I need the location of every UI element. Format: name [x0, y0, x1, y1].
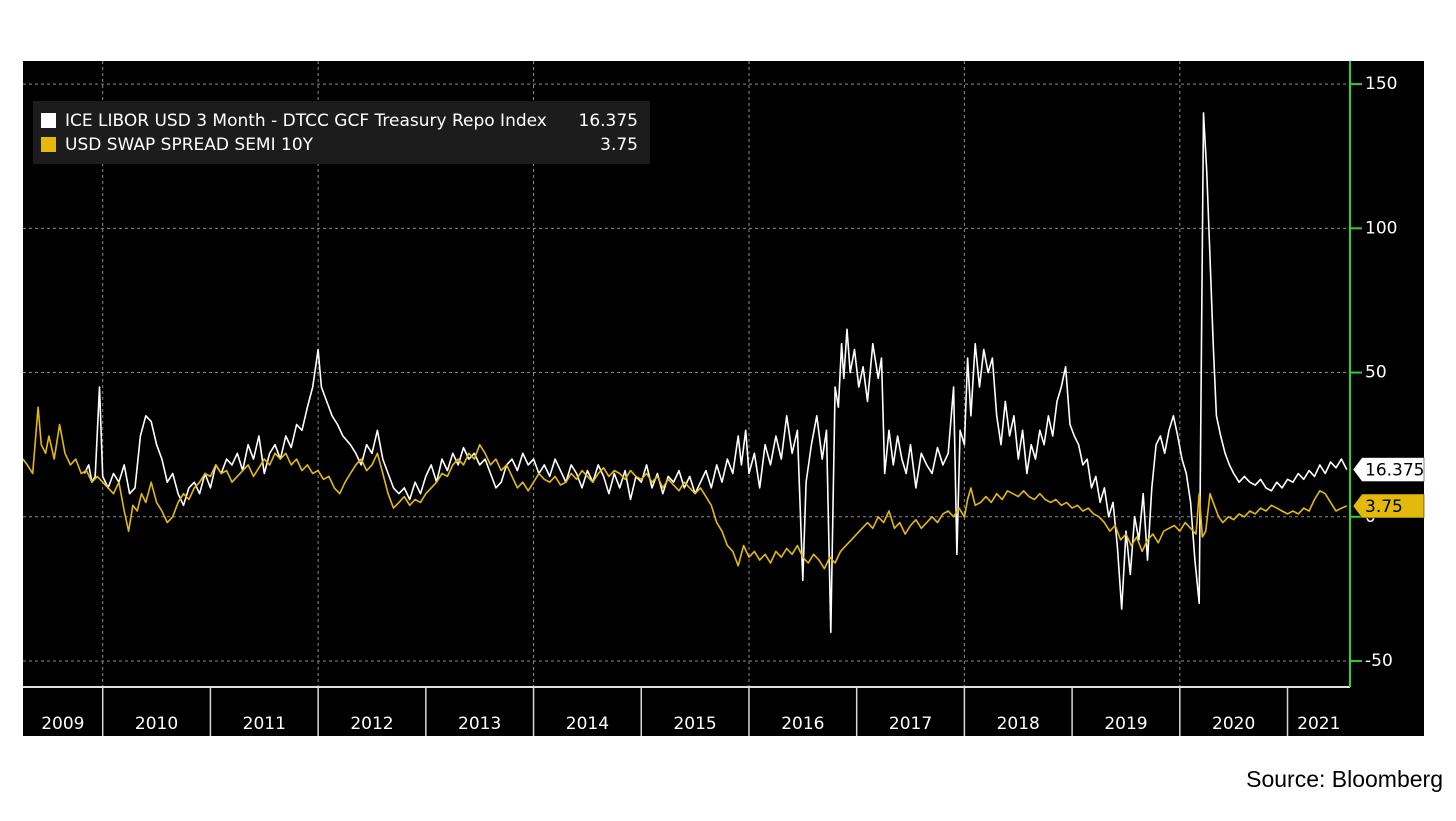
- x-tick-label: 2016: [781, 714, 824, 734]
- x-tick-label: 2011: [243, 714, 286, 734]
- source-note: Source: Bloomberg: [1246, 766, 1443, 792]
- plot-area: [23, 112, 1348, 633]
- legend-label: ICE LIBOR USD 3 Month - DTCC GCF Treasur…: [65, 111, 547, 131]
- last-value-badge: [1352, 457, 1425, 482]
- chart-background: [23, 61, 1424, 736]
- x-tick-label: 2020: [1212, 714, 1255, 734]
- last-value-label: 16.375: [1365, 461, 1424, 481]
- legend-label: USD SWAP SPREAD SEMI 10Y: [65, 135, 314, 155]
- x-tick-label: 2013: [458, 714, 501, 734]
- y-tick-label: -50: [1365, 651, 1393, 671]
- y-tick-label: 150: [1365, 74, 1397, 94]
- legend-value: 3.75: [600, 135, 638, 155]
- x-tick-label: 2015: [673, 714, 716, 734]
- last-value-badge: [1352, 493, 1425, 519]
- legend-swatch: [41, 113, 56, 128]
- x-tick-label: 2014: [566, 714, 609, 734]
- series-line: [23, 406, 1348, 570]
- x-tick-label: 2012: [350, 714, 393, 734]
- x-tick-label: 2019: [1104, 714, 1147, 734]
- legend-value: 16.375: [579, 111, 638, 131]
- y-tick-label: 100: [1365, 218, 1397, 238]
- x-tick-label: 2018: [997, 714, 1040, 734]
- x-tick-label: 2017: [889, 714, 932, 734]
- y-tick-label: 50: [1365, 363, 1387, 383]
- x-tick-label: 2021: [1297, 714, 1340, 734]
- last-value-label: 3.75: [1365, 497, 1403, 517]
- x-tick-label: 2009: [41, 714, 84, 734]
- legend-box: [33, 101, 650, 164]
- series-line: [83, 112, 1348, 633]
- x-tick-label: 2010: [135, 714, 178, 734]
- legend-swatch: [41, 137, 56, 152]
